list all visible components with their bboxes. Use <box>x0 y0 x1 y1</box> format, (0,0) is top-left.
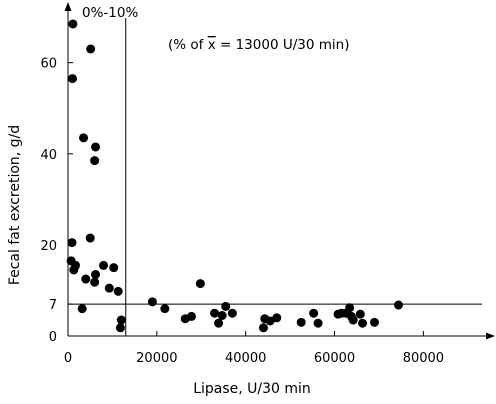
reference-lines <box>68 18 482 336</box>
data-point <box>309 308 319 318</box>
x-tick-label: 20000 <box>136 351 177 366</box>
data-point <box>91 142 101 152</box>
data-point <box>313 318 323 328</box>
data-point <box>147 297 157 307</box>
data-points <box>66 19 403 333</box>
data-point <box>227 308 237 318</box>
data-point <box>86 44 96 54</box>
data-point <box>90 156 100 166</box>
vertical-line-label: 0%-10% <box>82 5 138 21</box>
data-point <box>358 318 368 328</box>
data-point <box>104 283 114 293</box>
data-point <box>77 304 87 314</box>
ticks: 0 20000 40000 60000 80000 0 7 20 40 60 <box>40 57 444 366</box>
data-point <box>180 314 190 324</box>
data-point <box>370 317 380 327</box>
data-point <box>67 238 77 248</box>
x-axis-title: Lipase, U/30 min <box>193 381 311 397</box>
data-point <box>91 270 101 279</box>
data-point <box>265 316 275 326</box>
data-point <box>81 274 91 284</box>
data-point <box>217 311 227 320</box>
data-point <box>116 315 126 325</box>
data-point <box>221 301 231 311</box>
data-point <box>348 315 358 325</box>
x-axis-arrowhead <box>486 332 495 340</box>
note-suffix: = 13000 U/30 min) <box>216 37 350 53</box>
data-point <box>296 317 306 327</box>
data-point <box>90 277 100 287</box>
data-point <box>393 300 403 310</box>
data-point <box>115 323 125 333</box>
y-tick-label: 7 <box>49 298 57 313</box>
y-tick-label: 40 <box>40 148 57 163</box>
y-axis-title: Fecal fat excretion, g/d <box>7 125 23 285</box>
y-axis-arrowhead <box>64 2 72 11</box>
x-tick-label: 60000 <box>314 351 355 366</box>
data-point <box>345 303 355 313</box>
note-xbar: x <box>208 37 216 53</box>
svg-text:(% of x = 13000 U/30 min): (% of x = 13000 U/30 min) <box>168 37 349 53</box>
data-point <box>69 265 79 275</box>
x-tick-label: 80000 <box>403 351 444 366</box>
data-point <box>68 19 78 29</box>
data-point <box>210 308 220 318</box>
x-tick-label: 0 <box>64 351 72 366</box>
data-point <box>109 263 119 273</box>
data-point <box>214 318 224 328</box>
x-tick-label: 40000 <box>225 351 266 366</box>
note-prefix: (% of <box>168 37 208 53</box>
data-point <box>99 260 109 270</box>
data-point <box>258 323 268 333</box>
data-point <box>79 133 89 143</box>
data-point <box>272 313 282 323</box>
data-point <box>113 286 123 296</box>
reference-note: (% of x = 13000 U/30 min) <box>168 37 349 53</box>
data-point <box>67 74 77 84</box>
data-point <box>195 279 205 289</box>
data-point <box>160 304 170 314</box>
data-point <box>85 233 95 243</box>
y-tick-label: 0 <box>49 330 57 345</box>
data-point <box>355 309 365 319</box>
y-tick-label: 60 <box>40 57 57 72</box>
y-tick-label: 20 <box>40 239 57 254</box>
